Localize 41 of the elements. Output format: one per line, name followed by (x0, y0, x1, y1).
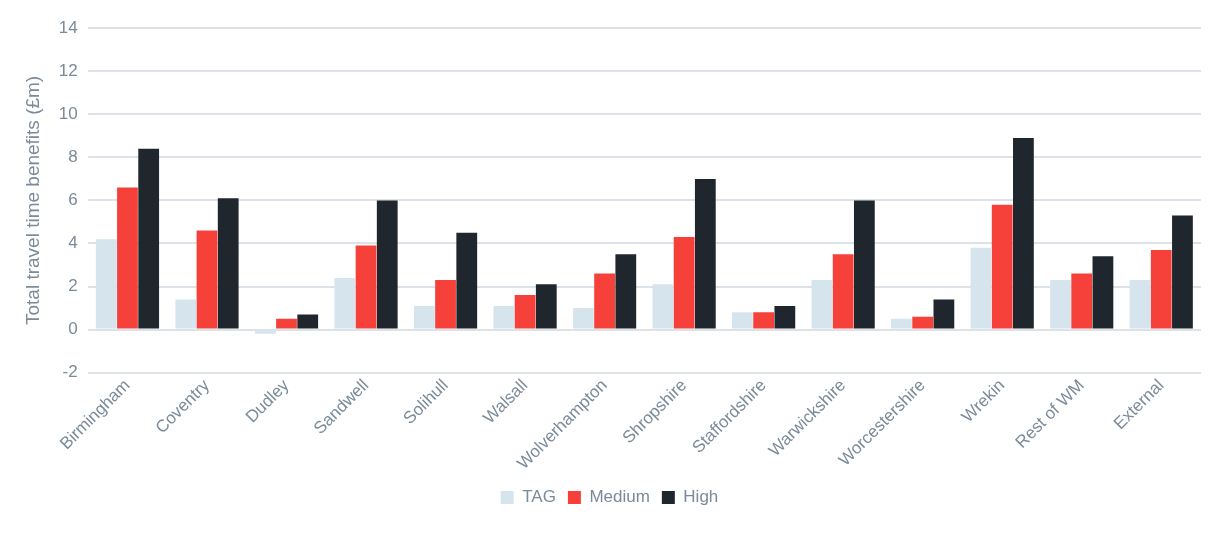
bar (196, 230, 218, 329)
bar (1150, 249, 1172, 329)
bar (694, 178, 716, 329)
bar (435, 280, 456, 329)
bar (1013, 137, 1034, 329)
y-tick-label: 0 (68, 319, 78, 339)
bar (753, 312, 775, 329)
bar (355, 245, 377, 329)
bar (514, 295, 536, 329)
bar (376, 200, 398, 329)
bar (912, 316, 934, 329)
bar (138, 148, 160, 329)
bar (535, 284, 557, 329)
y-tick-label: 2 (68, 276, 78, 296)
bar (297, 314, 319, 329)
legend-label: TAG (522, 487, 556, 507)
bar (594, 273, 615, 329)
bar (991, 204, 1013, 329)
bar (1092, 256, 1114, 329)
y-tick-label: 4 (68, 233, 78, 253)
y-tick-label: 10 (58, 103, 78, 123)
legend-label: Medium (589, 487, 650, 507)
bar (456, 232, 478, 329)
bar (774, 305, 796, 329)
bar (1172, 215, 1193, 329)
y-tick-label: 8 (68, 147, 78, 167)
legend-label: High (683, 487, 719, 507)
y-tick-label: 14 (58, 17, 78, 37)
y-tick-label: -2 (62, 362, 78, 382)
bar (933, 299, 955, 329)
y-axis-title: Total travel time benefits (£m) (21, 75, 43, 326)
bar (853, 200, 875, 329)
y-tick-label: 12 (58, 60, 78, 80)
y-tick-label: 6 (68, 190, 78, 210)
bar (615, 254, 637, 329)
bar (217, 198, 239, 329)
bar (117, 187, 138, 329)
bar (832, 254, 854, 329)
bar (673, 237, 695, 329)
bar (1071, 273, 1093, 329)
bar (276, 318, 297, 329)
